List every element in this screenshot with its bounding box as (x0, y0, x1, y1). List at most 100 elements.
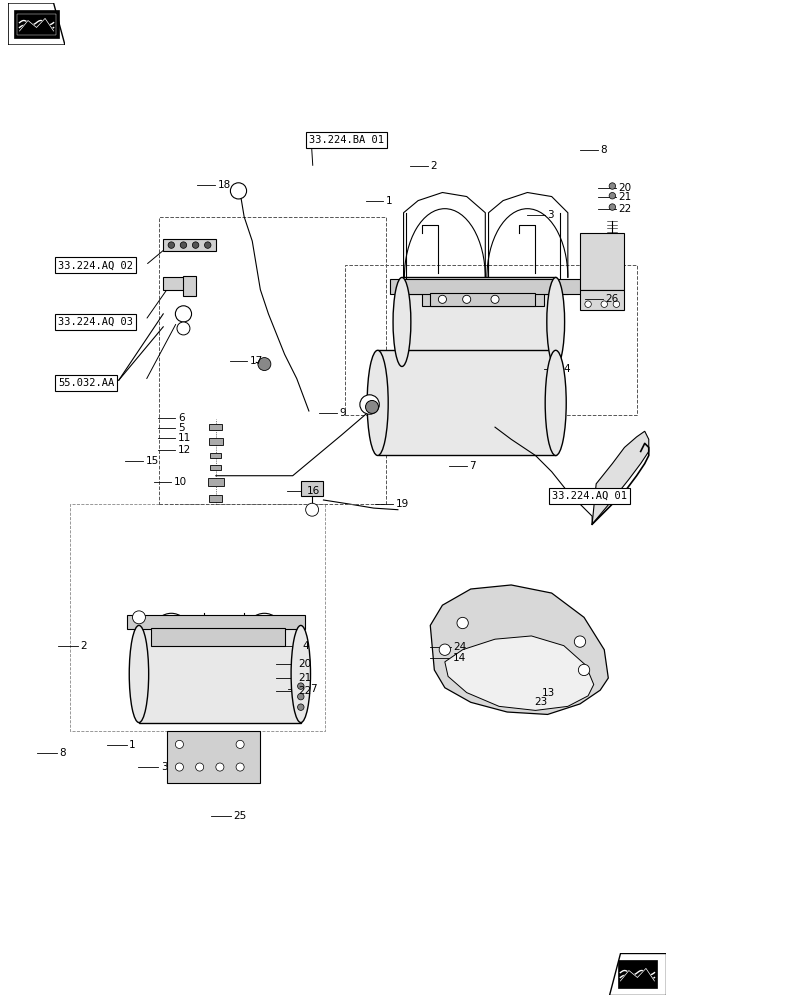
Text: 1: 1 (385, 196, 392, 206)
Bar (208, 478, 224, 486)
Polygon shape (19, 18, 54, 31)
Circle shape (577, 664, 589, 676)
Circle shape (600, 301, 607, 307)
Text: 16: 16 (307, 486, 320, 496)
Circle shape (175, 763, 183, 771)
Text: 22: 22 (617, 204, 630, 214)
Text: 33.224.AQ 02: 33.224.AQ 02 (58, 260, 133, 270)
Circle shape (297, 704, 303, 710)
Text: 19: 19 (395, 499, 408, 509)
Text: 5: 5 (178, 423, 184, 433)
Bar (127, 615, 304, 629)
Text: 11: 11 (178, 433, 191, 443)
Text: 6: 6 (178, 413, 184, 423)
Text: 55.032.AA: 55.032.AA (58, 378, 114, 388)
Text: 20: 20 (617, 183, 630, 193)
Bar (389, 279, 583, 294)
Circle shape (612, 301, 619, 307)
Text: 12: 12 (178, 445, 191, 455)
Bar (401, 277, 555, 366)
Ellipse shape (393, 277, 410, 366)
Text: 13: 13 (541, 688, 555, 698)
Text: 25: 25 (234, 811, 247, 821)
Text: 14: 14 (453, 653, 466, 663)
Circle shape (258, 358, 271, 371)
Circle shape (491, 295, 499, 303)
Text: 33.224.BA 01: 33.224.BA 01 (308, 135, 384, 145)
Text: 33.224.AQ 03: 33.224.AQ 03 (58, 317, 133, 327)
Circle shape (359, 395, 379, 414)
Text: 8: 8 (59, 748, 67, 758)
Text: 21: 21 (298, 673, 311, 683)
Bar (167, 731, 260, 783)
Circle shape (216, 763, 224, 771)
Text: 2: 2 (430, 161, 436, 171)
Bar (579, 290, 624, 310)
Bar (209, 495, 222, 502)
Bar (208, 438, 223, 445)
Circle shape (608, 183, 615, 189)
Bar (151, 628, 285, 646)
Text: 21: 21 (617, 192, 630, 202)
Polygon shape (17, 13, 57, 34)
Polygon shape (14, 10, 59, 38)
Circle shape (573, 636, 585, 647)
Text: 2: 2 (80, 641, 88, 651)
Bar (210, 453, 221, 458)
Ellipse shape (129, 625, 148, 723)
Text: 26: 26 (604, 294, 617, 304)
Ellipse shape (546, 277, 564, 366)
Circle shape (439, 644, 450, 655)
Text: 3: 3 (161, 762, 167, 772)
Bar (377, 350, 555, 455)
Bar (397, 282, 567, 294)
Ellipse shape (544, 350, 565, 455)
Circle shape (438, 295, 446, 303)
Bar (159, 217, 385, 504)
Circle shape (195, 763, 204, 771)
Text: 10: 10 (174, 477, 187, 487)
Bar (579, 233, 624, 290)
Circle shape (462, 295, 470, 303)
Text: 24: 24 (453, 642, 466, 652)
Text: 23: 23 (533, 697, 547, 707)
Circle shape (584, 301, 590, 307)
Polygon shape (430, 585, 607, 714)
Text: 15: 15 (145, 456, 158, 466)
Text: 1: 1 (129, 740, 135, 750)
Circle shape (180, 242, 187, 248)
Circle shape (297, 683, 303, 689)
Circle shape (457, 617, 468, 629)
Text: 18: 18 (217, 180, 230, 190)
Circle shape (230, 183, 247, 199)
Circle shape (236, 740, 244, 748)
Ellipse shape (290, 625, 310, 723)
Bar (422, 290, 543, 306)
Text: 4: 4 (302, 641, 309, 651)
Polygon shape (616, 960, 657, 988)
Ellipse shape (367, 350, 388, 455)
Circle shape (175, 740, 183, 748)
Text: 33.224.AQ 01: 33.224.AQ 01 (551, 491, 626, 501)
Circle shape (365, 400, 378, 413)
Circle shape (305, 503, 318, 516)
Circle shape (132, 611, 145, 624)
Circle shape (168, 242, 174, 248)
Polygon shape (444, 636, 593, 710)
Circle shape (175, 306, 191, 322)
Circle shape (608, 204, 615, 210)
Bar (163, 277, 187, 290)
Text: 20: 20 (298, 659, 311, 669)
Bar (210, 465, 221, 470)
Polygon shape (608, 953, 665, 995)
Polygon shape (620, 968, 654, 981)
Circle shape (177, 322, 190, 335)
Bar (183, 276, 195, 296)
Bar (139, 625, 300, 723)
Text: 4: 4 (563, 364, 569, 374)
Text: 17: 17 (250, 356, 263, 366)
Text: 7: 7 (469, 461, 475, 471)
Circle shape (204, 242, 211, 248)
Text: 8: 8 (599, 145, 606, 155)
Circle shape (297, 693, 303, 700)
